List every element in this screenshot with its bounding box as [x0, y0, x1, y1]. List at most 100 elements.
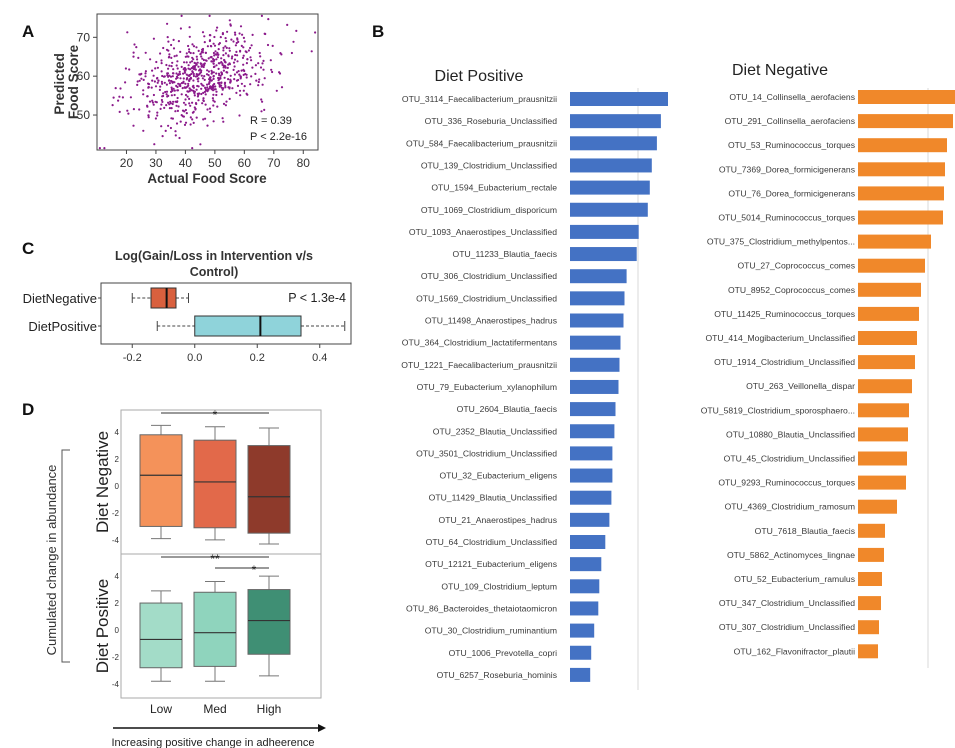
scatter-point [217, 67, 220, 70]
scatter-point [212, 104, 215, 107]
scatter-point [207, 70, 210, 73]
scatter-point [167, 40, 170, 43]
scatter-point [175, 75, 179, 78]
scatter-point [158, 88, 161, 91]
bar [570, 291, 625, 306]
bar-label: OTU_1569_Clostridium_Unclassified [416, 293, 557, 303]
scatter-point [192, 52, 195, 55]
scatter-point [229, 24, 232, 27]
scatter-point [197, 99, 200, 102]
bar [858, 162, 945, 177]
scatter-point [211, 97, 214, 100]
scatter-point [165, 104, 168, 107]
scatter-point [202, 65, 205, 69]
scatter-point [224, 61, 227, 64]
bar [858, 620, 879, 635]
scatter-point [175, 84, 178, 87]
scatter-point [234, 44, 237, 47]
scatter-point [176, 96, 179, 100]
scatter-point [186, 77, 189, 80]
scatter-point [199, 62, 203, 65]
scatter-point [163, 106, 166, 109]
bar [570, 512, 610, 527]
scatter-point [214, 88, 217, 91]
scatter-point [119, 87, 122, 90]
scatter-point [238, 32, 241, 35]
scatter-point [219, 74, 222, 77]
scatter-point [236, 54, 239, 57]
bar [570, 313, 624, 328]
bar [858, 331, 917, 345]
scatter-point [262, 68, 265, 71]
scatter-point [227, 78, 230, 81]
scatter-point [182, 72, 185, 75]
scatter-point [187, 74, 190, 77]
boxplot-d-bracket [61, 449, 70, 663]
scatter-point [206, 69, 209, 72]
scatter-point [215, 64, 218, 67]
scatter-point [286, 23, 289, 26]
bar [858, 547, 884, 562]
scatter-point [203, 41, 206, 44]
scatter-point [181, 87, 184, 90]
scatter-point [247, 49, 250, 52]
scatter-point [181, 109, 185, 112]
scatter-point [155, 77, 159, 80]
scatter-point [215, 90, 218, 93]
scatter-point [275, 89, 278, 92]
bar-label: OTU_14_Collinsella_aerofaciens [729, 92, 855, 102]
bar [570, 180, 650, 195]
scatter-point [139, 73, 142, 76]
bar-label: OTU_414_Mogibacterium_Unclassified [705, 333, 855, 343]
scatter-point [257, 80, 260, 84]
scatter-point [261, 100, 264, 103]
scatter-point [184, 93, 188, 97]
scatter-point [171, 102, 174, 106]
scatter-point [215, 72, 218, 75]
scatter-point [219, 36, 222, 39]
bar [858, 258, 925, 273]
scatter-point [258, 78, 261, 81]
scatter-x-tick-label: 40 [179, 156, 193, 170]
scatter-point [196, 58, 199, 61]
scatter-point [208, 39, 211, 43]
bar [570, 557, 602, 572]
scatter-point [188, 35, 191, 38]
bar-label: OTU_5862_Actinomyces_lingnae [727, 550, 855, 560]
scatter-point [184, 103, 187, 106]
scatter-point [185, 52, 188, 55]
scatter-point [133, 43, 136, 46]
scatter-point [257, 62, 260, 65]
scatter-point [176, 67, 179, 70]
scatter-point [203, 75, 206, 78]
bar-label: OTU_11425_Ruminococcus_torques [714, 309, 855, 319]
bar [570, 645, 592, 660]
scatter-point [212, 57, 215, 61]
scatter-point [180, 93, 183, 96]
scatter-point [171, 80, 174, 83]
scatter-point [270, 68, 273, 71]
scatter-point [160, 59, 163, 62]
scatter-point [238, 89, 242, 92]
bar-label: OTU_263_Veillonella_dispar [746, 381, 855, 391]
scatter-point [154, 85, 158, 88]
bar [858, 475, 906, 490]
scatter-point [170, 90, 173, 93]
scatter-point [189, 123, 192, 126]
scatter-point [159, 85, 162, 88]
scatter-point [165, 93, 168, 96]
scatter-point [257, 84, 260, 87]
scatter-point [152, 103, 155, 106]
scatter-point [243, 69, 246, 73]
scatter-point [159, 107, 162, 110]
scatter-y-label: Predicted Food Score [52, 44, 81, 119]
scatter-point [177, 105, 180, 108]
scatter-point [152, 74, 155, 77]
scatter-point [177, 40, 180, 43]
bar-label: OTU_21_Anaerostipes_hadrus [439, 515, 557, 525]
scatter-point [185, 61, 188, 64]
scatter-point [161, 82, 164, 85]
scatter-point [232, 68, 235, 71]
scatter-point [201, 31, 205, 34]
scatter-point [138, 108, 141, 111]
